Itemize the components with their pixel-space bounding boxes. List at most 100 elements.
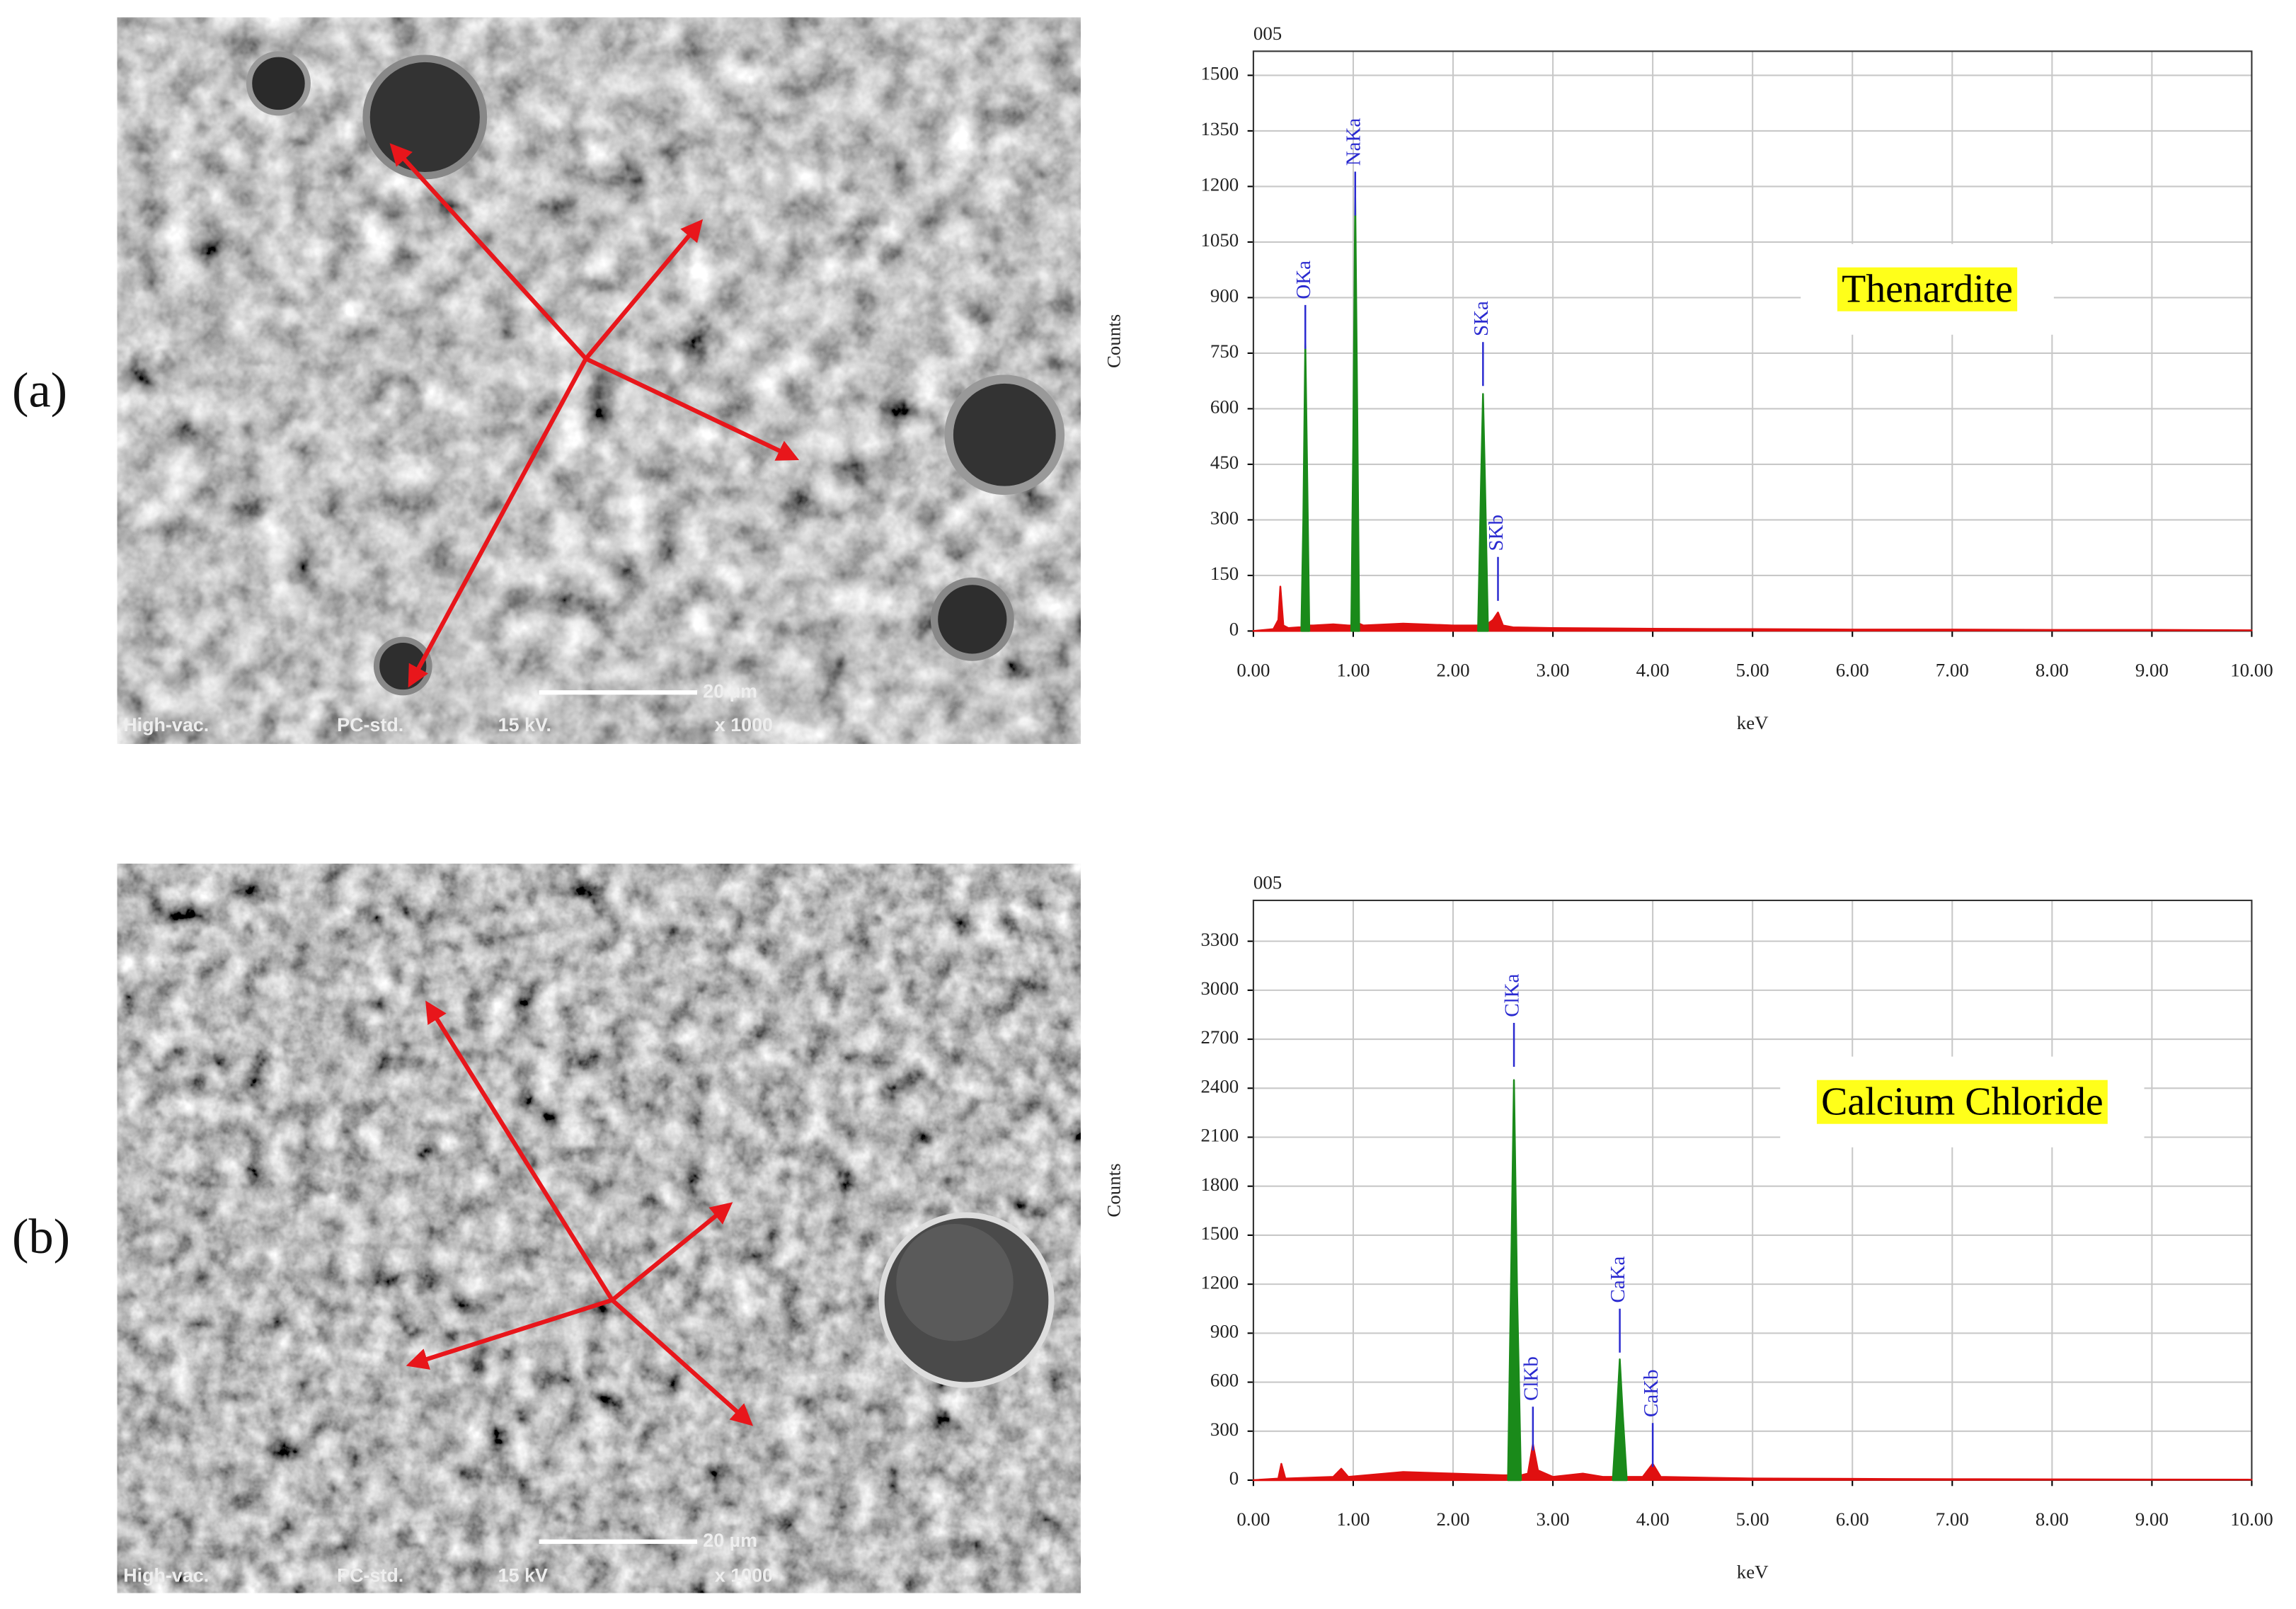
- y-tick-label: 300: [1210, 1419, 1239, 1440]
- scale-bar-label: 20 µm: [703, 1530, 757, 1551]
- x-tick-label: 4.00: [1636, 659, 1670, 680]
- peak-label: OKa: [1292, 260, 1315, 299]
- sphere-shade: [896, 1224, 1014, 1341]
- y-tick-label: 1800: [1200, 1174, 1239, 1195]
- sem-footer: 15 kV.: [498, 714, 551, 735]
- arrow: [585, 356, 800, 461]
- x-tick-label: 10.00: [2230, 1508, 2273, 1530]
- x-tick-label: 3.00: [1537, 1508, 1570, 1530]
- x-tick-label: 8.00: [2036, 1508, 2069, 1530]
- y-tick-label: 0: [1229, 1467, 1239, 1489]
- x-tick-label: 4.00: [1636, 1508, 1670, 1530]
- x-tick-label: 9.00: [2135, 1508, 2169, 1530]
- spectrum-chart: 0 300 600 900 1200 1500 1800 2100 2400 2700 3000 33…: [1103, 871, 2273, 1582]
- y-tick-label: 900: [1210, 285, 1239, 307]
- peak-label: SKb: [1485, 515, 1508, 551]
- pore: [246, 51, 311, 116]
- y-tick-label: 3000: [1200, 978, 1239, 999]
- sem-footer: 15 kV: [498, 1565, 548, 1586]
- y-tick-label: 0: [1229, 619, 1239, 640]
- sem-image: 20 µm High-vac. PC-std. 15 kV x 1000: [117, 864, 1081, 1593]
- x-tick-label: 1.00: [1336, 659, 1370, 680]
- arrow: [584, 219, 704, 360]
- arrows: [389, 143, 800, 688]
- y-tick-label: 600: [1210, 396, 1239, 418]
- y-tick-label: 900: [1210, 1321, 1239, 1342]
- x-tick-label: 6.00: [1836, 659, 1869, 680]
- pore: [944, 374, 1065, 496]
- chart-title: 005: [1253, 23, 1282, 44]
- y-tick-label: 600: [1210, 1370, 1239, 1391]
- sem-footer: x 1000: [715, 1565, 773, 1586]
- sem-footer: PC-std.: [337, 1565, 403, 1586]
- pore: [930, 577, 1014, 661]
- x-tick-label: 3.00: [1537, 659, 1570, 680]
- sem-texture: [117, 17, 1081, 744]
- arrow: [406, 1298, 613, 1370]
- peak-label: ClKa: [1501, 973, 1524, 1017]
- spectrum-chart: 0 150 300 450 600 750 900 1050 1200 1350 1500 0.00 1…: [1103, 23, 2273, 733]
- x-tick-label: 9.00: [2135, 659, 2169, 680]
- sem-footer: PC-std.: [337, 714, 403, 735]
- x-tick-label: 1.00: [1336, 1508, 1370, 1530]
- y-tick-label: 1500: [1200, 63, 1239, 84]
- peak-label: CaKa: [1607, 1256, 1629, 1302]
- arrow: [408, 357, 588, 688]
- x-tick-label: 2.00: [1437, 659, 1470, 680]
- x-tick-label: 8.00: [2036, 659, 2069, 680]
- y-axis-label: Counts: [1103, 1163, 1125, 1217]
- peak-label: CaKb: [1640, 1369, 1663, 1417]
- y-tick-label: 2700: [1200, 1026, 1239, 1048]
- y-tick-label: 1200: [1200, 174, 1239, 195]
- x-tick-label: 2.00: [1437, 1508, 1470, 1530]
- annotation-highlight: [1837, 267, 2018, 311]
- sem-footer: High-vac.: [123, 1565, 209, 1586]
- x-tick-label: 0.00: [1236, 659, 1270, 680]
- spectrum-area: [1507, 1079, 1628, 1482]
- x-tick-label: 6.00: [1836, 1508, 1869, 1530]
- x-axis-label: keV: [1737, 1562, 1769, 1583]
- sem-image: 20 µm High-vac. PC-std. 15 kV. x 1000: [117, 17, 1081, 744]
- peak-label: NaKa: [1342, 118, 1365, 166]
- y-tick-label: 1050: [1200, 229, 1239, 251]
- y-tick-label: 1500: [1200, 1223, 1239, 1244]
- y-tick-label: 300: [1210, 508, 1239, 529]
- peak-label: SKa: [1470, 301, 1493, 336]
- y-tick-label: 1200: [1200, 1271, 1239, 1293]
- x-axis-label: keV: [1737, 712, 1769, 733]
- x-tick-label: 5.00: [1736, 659, 1769, 680]
- x-tick-label: 10.00: [2230, 659, 2273, 680]
- x-tick-label: 0.00: [1236, 1508, 1270, 1530]
- annotation: Thenardite: [1842, 268, 2013, 311]
- panel-label: (a): [12, 363, 67, 418]
- panel-label: (b): [12, 1209, 70, 1264]
- x-tick-label: 5.00: [1736, 1508, 1769, 1530]
- y-tick-label: 750: [1210, 340, 1239, 362]
- y-tick-label: 3300: [1200, 929, 1239, 950]
- x-tick-label: 7.00: [1936, 659, 1969, 680]
- pore: [362, 55, 488, 180]
- y-axis-label: Counts: [1103, 314, 1125, 368]
- y-tick-label: 1350: [1200, 118, 1239, 139]
- arrow: [611, 1202, 733, 1302]
- annotation-highlight: [1816, 1080, 2108, 1124]
- sem-footer: High-vac.: [123, 714, 209, 735]
- arrow: [610, 1298, 754, 1426]
- y-tick-label: 2400: [1200, 1075, 1239, 1096]
- sem-footer: x 1000: [715, 714, 773, 735]
- scale-bar-label: 20 µm: [703, 680, 757, 702]
- peak-label: ClKb: [1520, 1356, 1543, 1401]
- arrow: [425, 1000, 614, 1302]
- spectrum-area: [1300, 196, 1489, 632]
- chart-title: 005: [1253, 871, 1282, 893]
- arrows: [406, 1000, 754, 1426]
- x-tick-label: 7.00: [1936, 1508, 1969, 1530]
- y-tick-label: 450: [1210, 452, 1239, 473]
- y-tick-label: 2100: [1200, 1125, 1239, 1146]
- y-tick-label: 150: [1210, 563, 1239, 584]
- spectrum-area: [1252, 1443, 2253, 1482]
- annotation: Calcium Chloride: [1821, 1080, 2103, 1124]
- arrow: [389, 143, 588, 360]
